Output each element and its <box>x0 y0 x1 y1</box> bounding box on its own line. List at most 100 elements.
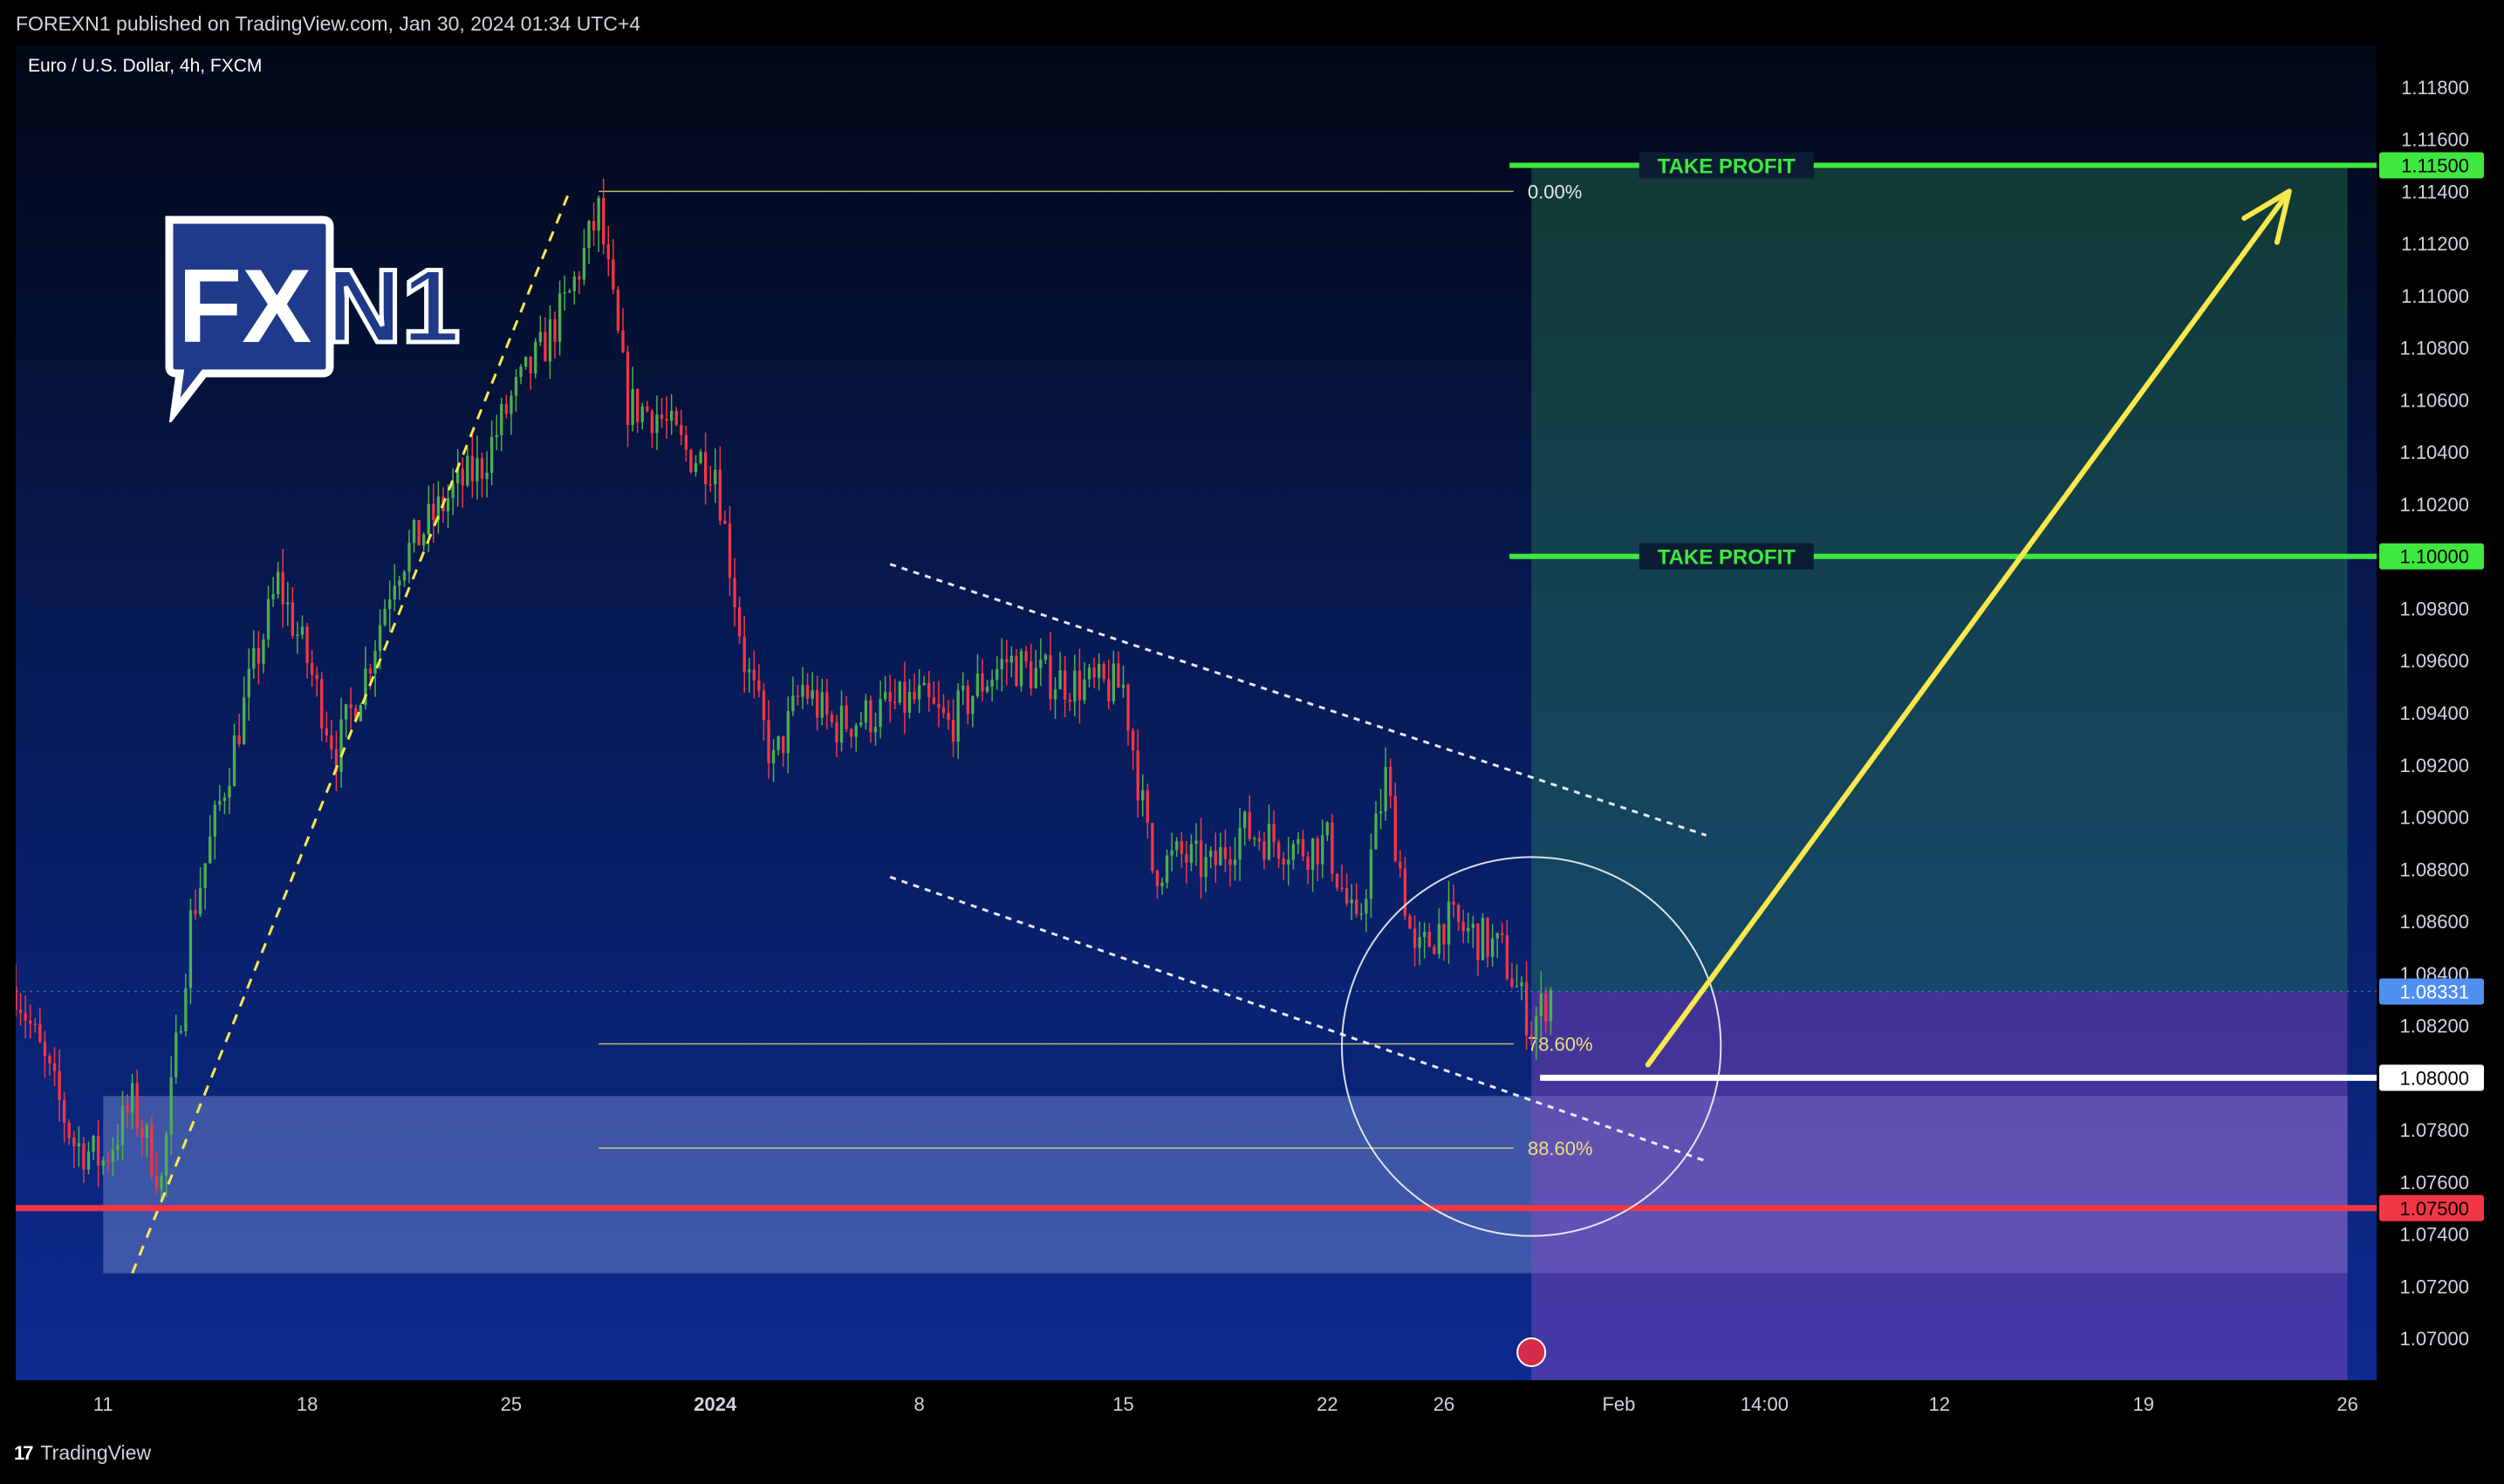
candle-body <box>1155 871 1160 886</box>
y-tick-label: 1.11200 <box>2401 233 2469 255</box>
candle-body <box>1344 888 1349 904</box>
candle-body <box>839 705 844 742</box>
candle-body <box>1019 651 1023 687</box>
candle-body <box>1306 856 1310 870</box>
candle-body <box>96 1136 100 1166</box>
y-tick-label: 1.09000 <box>2399 807 2469 829</box>
candle-body <box>339 719 343 772</box>
candle-body <box>1276 842 1281 859</box>
candle-body <box>786 711 790 754</box>
candle-body <box>1310 838 1315 870</box>
candle-body <box>1437 924 1441 954</box>
candle-body <box>354 708 358 721</box>
candle-body <box>1413 928 1417 948</box>
current-price-tag: 1.08331 <box>2399 981 2469 1002</box>
candle-body <box>422 534 426 546</box>
candle-body <box>723 520 727 524</box>
candle-body <box>344 704 348 720</box>
candle-body <box>111 1150 115 1162</box>
publish-line: FOREXN1 published on TradingView.com, Ja… <box>16 12 641 35</box>
candle-body <box>1495 933 1499 939</box>
candle-body <box>388 599 392 610</box>
candle-body <box>243 697 246 744</box>
candle-body <box>1321 835 1324 865</box>
candle-body <box>1335 873 1339 888</box>
candle-body <box>971 696 975 715</box>
x-tick-label: 22 <box>1317 1393 1338 1415</box>
x-tick-label: 8 <box>914 1393 925 1415</box>
candle-body <box>1257 838 1262 842</box>
candle-body <box>1369 849 1373 899</box>
candle-body <box>699 452 702 463</box>
candle-body <box>1189 844 1194 863</box>
x-tick-label: 18 <box>297 1393 318 1415</box>
candle-body <box>29 1020 32 1024</box>
candle-body <box>150 1125 154 1176</box>
candle-body <box>1117 663 1120 688</box>
candle-body <box>281 571 284 605</box>
candle-body <box>485 472 489 479</box>
candle-body <box>1053 689 1057 700</box>
candle-body <box>1447 901 1451 945</box>
level-price-tag-2-bg <box>2379 1064 2484 1091</box>
candle-body <box>680 424 683 435</box>
candle-body <box>1030 661 1033 688</box>
level-price-tag-0: 1.11500 <box>2401 154 2469 176</box>
candle-body <box>1384 766 1387 812</box>
candle-body <box>854 725 858 737</box>
candle-body <box>523 356 528 367</box>
candle-body <box>1248 811 1251 839</box>
candle-body <box>164 1134 168 1176</box>
y-tick-label: 1.11600 <box>2401 129 2469 151</box>
level-price-tag-0-bg <box>2379 152 2484 179</box>
event-lightning-icon <box>1516 1337 1547 1367</box>
candle-body <box>674 410 678 425</box>
candle-body <box>650 411 654 434</box>
candle-body <box>106 1160 110 1162</box>
candle-body <box>825 692 829 715</box>
candle-body <box>742 636 746 673</box>
candle-body <box>1073 670 1077 702</box>
candle-body <box>1058 670 1062 690</box>
candle-body <box>816 690 819 718</box>
tradingview-brand[interactable]: 17 TradingView <box>14 1441 151 1465</box>
candle-body <box>296 634 299 636</box>
candle-body <box>1063 670 1067 700</box>
candle-body <box>359 705 362 721</box>
current-price-tag-bg <box>2379 978 2484 1005</box>
candle-body <box>519 366 523 378</box>
candle-body <box>198 888 202 914</box>
candle-body <box>1131 730 1135 751</box>
candle-body <box>1316 838 1319 865</box>
x-tick-label: 2024 <box>694 1393 737 1415</box>
candle-body <box>218 801 222 805</box>
candle-body <box>1102 664 1105 680</box>
candle-body <box>1068 699 1071 702</box>
candle-body <box>767 720 770 763</box>
candle-body <box>737 607 742 637</box>
candle-body <box>1282 858 1285 865</box>
y-tick-label: 1.09800 <box>2399 598 2469 619</box>
candle-body <box>529 356 532 374</box>
symbol-title[interactable]: Euro / U.S. Dollar, 4h, FXCM <box>28 56 263 76</box>
candle-body <box>1267 824 1271 860</box>
highlight-circle <box>1341 856 1722 1237</box>
candle-body <box>1112 663 1116 702</box>
candle-body <box>451 483 455 498</box>
candle-body <box>1456 905 1461 923</box>
candle-body <box>330 735 333 749</box>
candle-body <box>398 580 401 586</box>
candle-body <box>24 1013 27 1021</box>
candle-body <box>510 395 513 414</box>
candle-body <box>203 863 207 889</box>
candle-body <box>1403 868 1407 916</box>
candle-body <box>893 701 897 703</box>
chart-frame[interactable]: 0.00% 78.60% 88.60% TAKE PROFIT TAKE PROFIT 1… <box>16 45 2488 1426</box>
candle-body <box>1359 913 1363 915</box>
chart-canvas[interactable]: 0.00% 78.60% 88.60% TAKE PROFIT TAKE PROFIT 1… <box>16 45 2488 1426</box>
candle-body <box>791 695 795 712</box>
candle-body <box>626 352 630 426</box>
candle-body <box>975 674 980 697</box>
candle-body <box>937 703 941 708</box>
y-tick-label: 1.07600 <box>2399 1172 2469 1193</box>
